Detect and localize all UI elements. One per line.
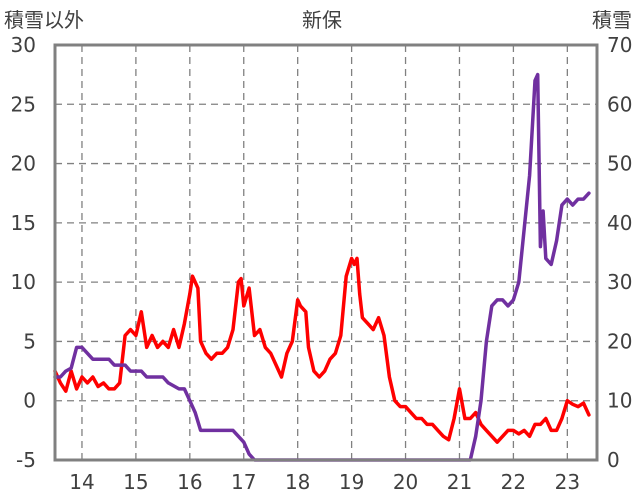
y-right-tick-label: 40 [607, 211, 632, 235]
y-left-tick-label: 10 [11, 270, 36, 294]
series-layer [53, 72, 591, 462]
y-axis-left-label: 積雪以外 [4, 8, 84, 32]
y-left-tick-label: 5 [23, 329, 36, 353]
x-tick-label: 19 [339, 470, 364, 494]
y-left-tick-label: 15 [11, 211, 36, 235]
x-tick-label: 20 [393, 470, 418, 494]
series-line-left-axis [53, 256, 591, 444]
y-right-tick-label: 60 [607, 92, 632, 116]
y-right-tick-label: 20 [607, 329, 632, 353]
y-right-tick-label: 70 [607, 33, 632, 57]
y-left-tick-label: 25 [11, 92, 36, 116]
x-tick-label: 21 [447, 470, 472, 494]
plot-frame [53, 43, 599, 462]
x-tick-label: 14 [69, 470, 94, 494]
x-tick-label: 18 [285, 470, 310, 494]
chart-title: 新保 [302, 8, 342, 32]
x-tick-label: 15 [123, 470, 148, 494]
y-left-tick-label: 0 [23, 389, 36, 413]
x-tick-label: 22 [501, 470, 526, 494]
y-left-tick-label: 20 [11, 152, 36, 176]
y-right-tick-label: 30 [607, 270, 632, 294]
y-left-tick-label: -5 [16, 448, 36, 472]
x-tick-label: 23 [555, 470, 580, 494]
y-right-tick-label: 0 [607, 448, 620, 472]
gridlines [55, 45, 597, 460]
y-axis-right-label: 積雪 [592, 8, 632, 32]
x-tick-label: 17 [231, 470, 256, 494]
y-right-tick-label: 50 [607, 152, 632, 176]
y-right-tick-label: 10 [607, 389, 632, 413]
tick-labels: 14 15 16 17 18 19 20 21 22 23 -5 0 5 10 15 20 25 30 0 10 20 3… [11, 33, 633, 494]
series-line-right-axis [53, 72, 591, 462]
y-left-tick-label: 30 [11, 33, 36, 57]
x-tick-label: 16 [177, 470, 202, 494]
